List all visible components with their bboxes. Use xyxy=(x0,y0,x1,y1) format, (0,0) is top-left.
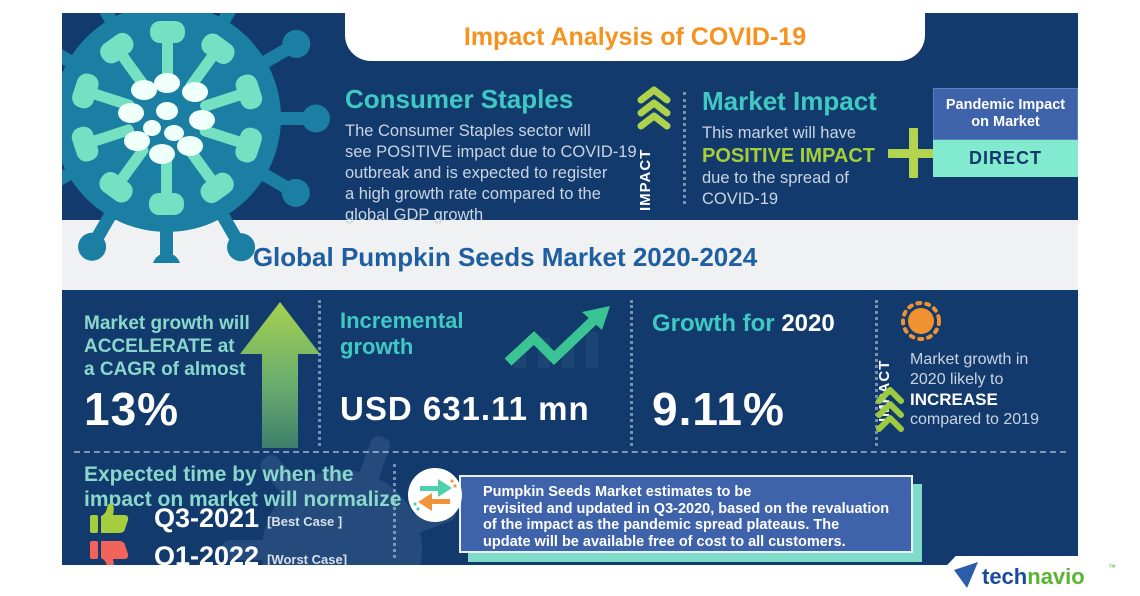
vertical-separator xyxy=(630,300,633,446)
market-impact-line: COVID-19 xyxy=(702,190,779,208)
increase-highlight: INCREASE xyxy=(910,390,998,409)
consumer-body-line: see POSITIVE impact due to COVID-19 xyxy=(345,143,637,161)
pandemic-impact-value: DIRECT xyxy=(933,140,1078,177)
vertical-separator xyxy=(318,300,321,446)
best-case-label: [Best Case ] xyxy=(267,513,343,529)
consumer-staples-section: Consumer Staples The Consumer Staples se… xyxy=(345,84,637,226)
impact-indicator: IMPACT xyxy=(637,86,671,211)
refresh-icon xyxy=(408,468,462,522)
worst-case-value: Q1-2022 xyxy=(154,540,260,566)
bottom-band: Market growth will ACCELERATE at a CAGR … xyxy=(62,290,1078,565)
svg-text:technavio: technavio xyxy=(982,564,1085,589)
consumer-staples-heading: Consumer Staples xyxy=(345,84,574,114)
growth-2020-value: 9.11% xyxy=(652,383,785,435)
market-title: Global Pumpkin Seeds Market 2020-2024 xyxy=(252,242,758,272)
best-case-row: Q3-2021 [Best Case ] xyxy=(90,502,342,534)
plus-icon xyxy=(888,128,938,178)
worst-case-label: [Worst Case] xyxy=(267,551,348,566)
vertical-separator xyxy=(875,300,878,446)
consumer-body-line: global GDP growth xyxy=(345,206,484,224)
market-impact-line: This market will have xyxy=(702,124,857,142)
impact-label: IMPACT xyxy=(637,148,654,211)
thumbs-down-icon xyxy=(90,541,129,565)
vertical-separator xyxy=(683,92,686,204)
worst-case-row: Q1-2022 [Worst Case] xyxy=(90,540,347,565)
market-impact-section: Market Impact This market will have POSI… xyxy=(702,86,902,210)
vertical-separator xyxy=(393,464,396,558)
chevrons-up-icon xyxy=(876,387,904,432)
positive-impact-highlight: POSITIVE IMPACT xyxy=(702,145,875,167)
market-impact-line: due to the spread of xyxy=(702,169,849,187)
normalize-heading: Expected time by when the impact on mark… xyxy=(84,463,402,511)
incremental-growth-value: USD 631.11 mn xyxy=(340,390,590,427)
coronavirus-illustration-icon xyxy=(62,13,330,263)
consumer-body-line: outbreak and is expected to register xyxy=(345,164,608,182)
chevrons-up-icon xyxy=(637,86,671,130)
update-note: Pumpkin Seeds Market estimates to be rev… xyxy=(459,475,913,553)
trend-arrow-icon xyxy=(504,306,610,368)
pandemic-impact-label: Pandemic Impact on Market xyxy=(933,88,1078,140)
virus-icon xyxy=(901,301,941,341)
market-impact-heading: Market Impact xyxy=(702,86,877,116)
up-arrow-icon xyxy=(240,302,320,448)
best-case-value: Q3-2021 xyxy=(154,502,260,533)
cagr-value: 13% xyxy=(84,383,180,435)
consumer-body-line: The Consumer Staples sector will xyxy=(345,122,591,140)
impact-2020-text: Market growth in 2020 likely to INCREASE… xyxy=(910,351,1039,428)
growth-2020-heading: Growth for 2020 xyxy=(652,310,835,337)
technavio-logo: technavio ™ xyxy=(954,562,1116,589)
cagr-stat: Market growth will ACCELERATE at a CAGR … xyxy=(84,313,250,380)
header-banner: Impact Analysis of COVID-19 xyxy=(345,13,925,61)
dashed-divider xyxy=(74,451,1066,453)
incremental-growth-heading: Incremental growth xyxy=(340,308,464,359)
thumbs-up-icon xyxy=(90,503,129,533)
consumer-body-line: a high growth rate compared to the xyxy=(345,185,601,203)
svg-text:™: ™ xyxy=(1108,563,1116,572)
pandemic-impact-box: Pandemic Impact on Market DIRECT xyxy=(933,88,1078,177)
page-title: Impact Analysis of COVID-19 xyxy=(463,22,807,51)
logo-arrow-icon xyxy=(954,562,978,588)
logo-corner-wedge xyxy=(918,556,1140,596)
